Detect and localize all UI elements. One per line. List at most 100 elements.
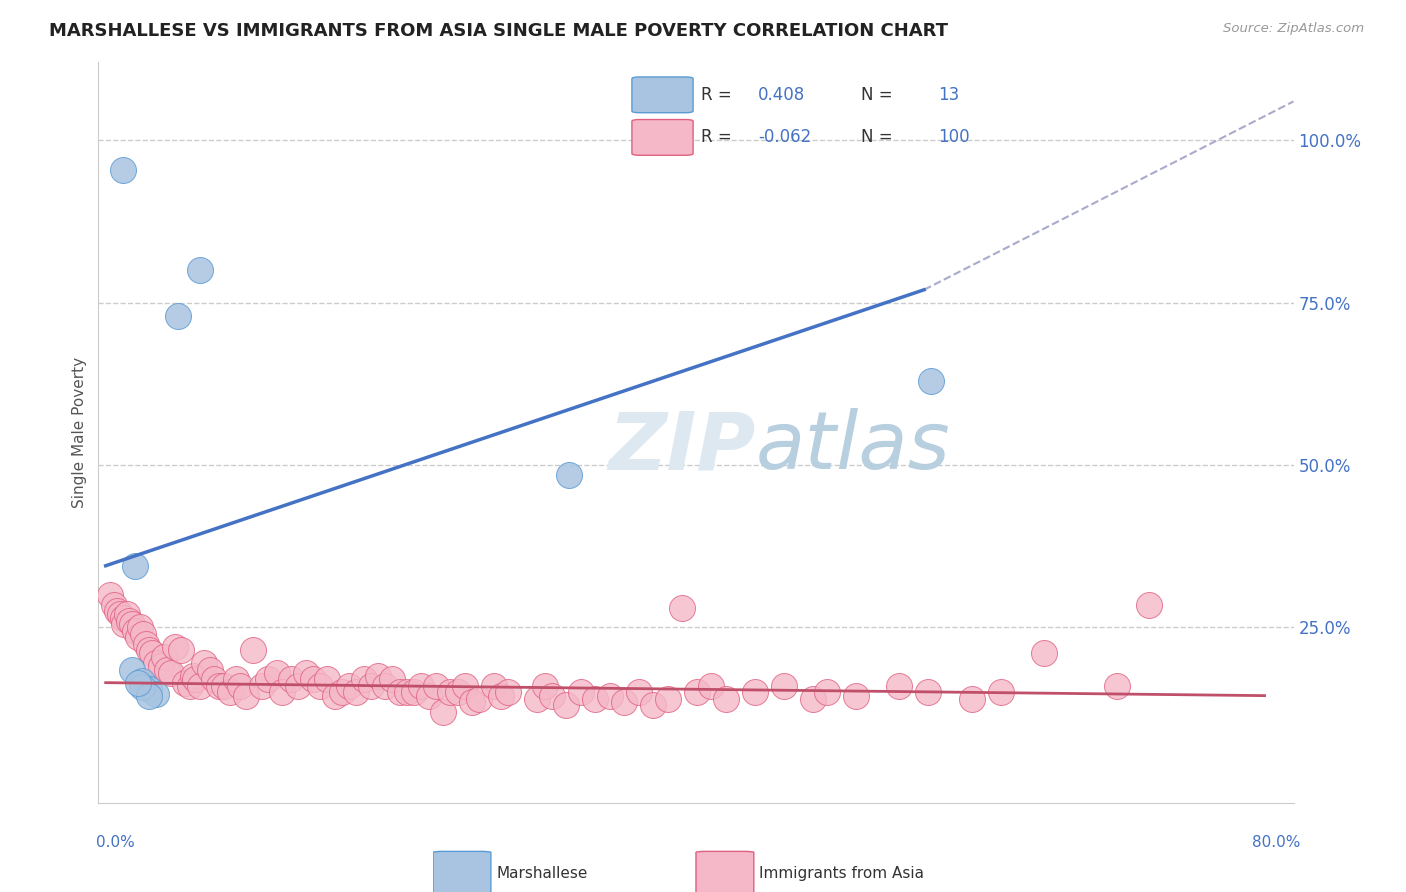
Point bbox=[700, 679, 723, 693]
Point bbox=[155, 663, 177, 677]
Point bbox=[404, 685, 426, 699]
Point bbox=[127, 630, 149, 644]
Point bbox=[381, 673, 404, 687]
Y-axis label: Single Male Poverty: Single Male Poverty bbox=[72, 357, 87, 508]
Point bbox=[489, 689, 512, 703]
Point bbox=[271, 685, 294, 699]
Point bbox=[301, 673, 323, 687]
Point bbox=[498, 685, 520, 699]
Point bbox=[219, 685, 242, 699]
Point bbox=[117, 607, 139, 622]
Point bbox=[889, 679, 911, 693]
Point bbox=[103, 598, 125, 612]
Point bbox=[170, 643, 193, 657]
Point bbox=[208, 679, 231, 693]
Point bbox=[395, 685, 418, 699]
Point bbox=[815, 685, 838, 699]
Text: atlas: atlas bbox=[756, 409, 950, 486]
Point bbox=[138, 689, 160, 703]
Point bbox=[165, 640, 187, 654]
Point bbox=[388, 685, 411, 699]
Point bbox=[141, 647, 163, 661]
Point bbox=[569, 685, 592, 699]
Text: 80.0%: 80.0% bbox=[1253, 836, 1301, 850]
Point bbox=[454, 679, 477, 693]
Point bbox=[174, 675, 197, 690]
Point bbox=[121, 663, 143, 677]
Point bbox=[1105, 679, 1128, 693]
Text: MARSHALLESE VS IMMIGRANTS FROM ASIA SINGLE MALE POVERTY CORRELATION CHART: MARSHALLESE VS IMMIGRANTS FROM ASIA SING… bbox=[49, 22, 948, 40]
Point bbox=[145, 656, 167, 670]
Point bbox=[801, 692, 824, 706]
Point bbox=[526, 692, 548, 706]
Point bbox=[179, 679, 201, 693]
Point bbox=[447, 685, 470, 699]
Point bbox=[461, 695, 484, 709]
Point bbox=[124, 558, 146, 573]
Point bbox=[112, 610, 135, 624]
Point bbox=[242, 643, 264, 657]
Point bbox=[121, 617, 143, 632]
Point bbox=[657, 692, 679, 706]
Point bbox=[114, 617, 136, 632]
Point bbox=[367, 669, 389, 683]
Point bbox=[920, 374, 942, 388]
Point bbox=[225, 673, 247, 687]
Point bbox=[772, 679, 794, 693]
Point bbox=[468, 692, 491, 706]
Point bbox=[167, 309, 190, 323]
Point bbox=[482, 679, 505, 693]
Point bbox=[990, 685, 1012, 699]
Point bbox=[533, 679, 555, 693]
Point bbox=[845, 689, 868, 703]
Point bbox=[418, 689, 440, 703]
Point bbox=[425, 679, 447, 693]
Point bbox=[112, 162, 135, 177]
Point bbox=[627, 685, 650, 699]
Point bbox=[613, 695, 636, 709]
Point bbox=[671, 601, 693, 615]
Point bbox=[235, 689, 257, 703]
Point bbox=[202, 673, 225, 687]
Point bbox=[558, 467, 581, 482]
Point bbox=[432, 705, 454, 719]
Text: ZIP: ZIP bbox=[609, 409, 756, 486]
Point bbox=[323, 689, 346, 703]
Point bbox=[344, 685, 367, 699]
Point bbox=[135, 637, 157, 651]
Point bbox=[132, 627, 155, 641]
Point bbox=[98, 588, 121, 602]
Point bbox=[316, 673, 339, 687]
Point bbox=[686, 685, 709, 699]
Point bbox=[330, 685, 353, 699]
Point bbox=[181, 669, 204, 683]
Point bbox=[131, 673, 153, 688]
Point bbox=[257, 673, 280, 687]
Point bbox=[411, 679, 433, 693]
Point bbox=[152, 649, 174, 664]
Point bbox=[439, 685, 461, 699]
Point bbox=[198, 663, 221, 677]
Point bbox=[337, 679, 360, 693]
Point bbox=[138, 682, 160, 697]
Point bbox=[118, 614, 141, 628]
Point bbox=[193, 656, 215, 670]
Point bbox=[714, 692, 737, 706]
Point bbox=[250, 679, 273, 693]
Point bbox=[108, 607, 131, 622]
Point bbox=[599, 689, 621, 703]
Point bbox=[360, 679, 382, 693]
Point bbox=[287, 679, 309, 693]
Point bbox=[129, 620, 152, 634]
Point bbox=[127, 675, 149, 690]
Point bbox=[280, 673, 302, 687]
Point bbox=[960, 692, 983, 706]
Point bbox=[540, 689, 562, 703]
Point bbox=[555, 698, 578, 713]
Point bbox=[1137, 598, 1160, 612]
Point bbox=[744, 685, 766, 699]
Point bbox=[145, 687, 167, 701]
Point bbox=[160, 665, 183, 680]
Point bbox=[353, 673, 375, 687]
Point bbox=[188, 679, 211, 693]
